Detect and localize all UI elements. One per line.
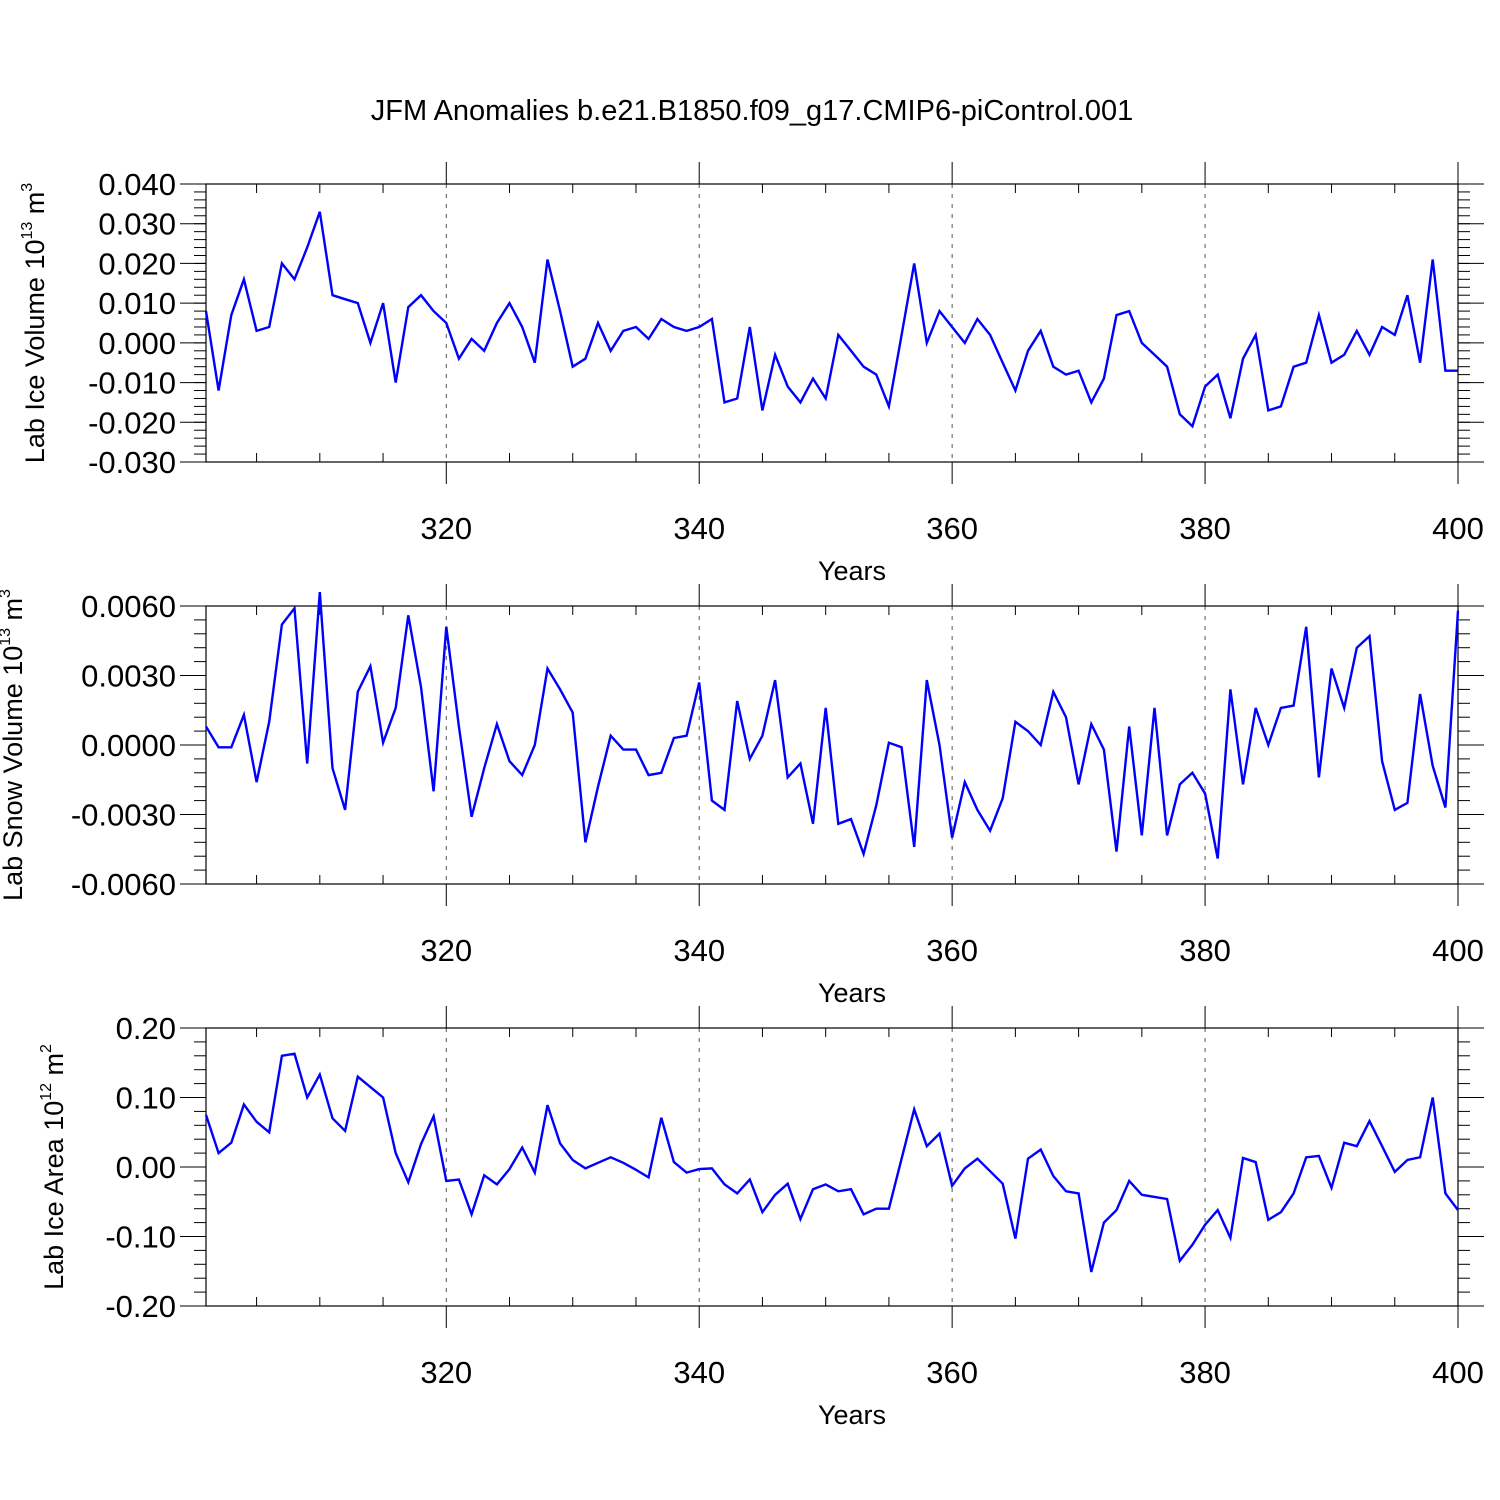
panel-2: 320 340 360 380 400 0.0060 0.0030 0.0000 -0.0030… bbox=[0, 584, 1484, 1008]
y-tick-label: 0.030 bbox=[98, 207, 176, 242]
x-tick-label: 360 bbox=[926, 933, 978, 968]
x-axis-title: Years bbox=[818, 556, 886, 586]
x-axis-title: Years bbox=[818, 1400, 886, 1430]
plot-frame bbox=[205, 605, 1459, 885]
y-tick-label: -0.010 bbox=[88, 366, 176, 401]
panels: 320 340 360 380 4000.0400.0300.0200.0100.000… bbox=[0, 162, 1484, 1430]
y-tick-label: -0.020 bbox=[88, 405, 176, 440]
y-tick-label: -0.10 bbox=[105, 1220, 176, 1255]
data-line bbox=[204, 592, 1460, 859]
data-line bbox=[204, 1052, 1459, 1273]
x-tick-label: 400 bbox=[1432, 511, 1484, 546]
y-tick-label: 0.010 bbox=[98, 286, 176, 321]
y-axis-title: Lab Snow Volume 1013 m3 bbox=[0, 589, 28, 901]
y-tick-label: 0.040 bbox=[98, 167, 176, 202]
x-tick-label: 320 bbox=[420, 1355, 472, 1390]
y-tick-label: -0.0060 bbox=[71, 867, 176, 902]
x-tick-label: 360 bbox=[926, 1355, 978, 1390]
plot-frame bbox=[205, 1027, 1459, 1307]
y-tick-label: 0.0000 bbox=[81, 728, 176, 763]
x-tick-label: 340 bbox=[673, 1355, 725, 1390]
y-tick-label: 0.20 bbox=[116, 1011, 176, 1046]
panel-3: 320 340 360 380 400 0.20 0.10 0.00 -0.10 -0.20 Yea… bbox=[38, 1006, 1484, 1430]
panel-1: 320 340 360 380 400 0.040 0.030 0.020 0.010 0.000… bbox=[19, 162, 1484, 586]
x-tick-label: 360 bbox=[926, 511, 978, 546]
y-tick-label: -0.20 bbox=[105, 1289, 176, 1324]
y-tick-label: -0.030 bbox=[88, 445, 176, 480]
y-tick-label: 0.020 bbox=[98, 246, 176, 281]
y-axis-title: Lab Ice Volume 1013 m3 bbox=[19, 183, 50, 463]
y-tick-label: 0.0060 bbox=[81, 589, 176, 624]
x-tick-label: 320 bbox=[420, 511, 472, 546]
x-tick-label: 340 bbox=[673, 511, 725, 546]
x-tick-label: 320 bbox=[420, 933, 472, 968]
x-tick-label: 340 bbox=[673, 933, 725, 968]
y-tick-label: 0.0030 bbox=[81, 659, 176, 694]
plot-frame bbox=[205, 183, 1459, 463]
y-axis-title: Lab Ice Area 1012 m2 bbox=[38, 1044, 69, 1290]
y-tick-label: -0.0030 bbox=[71, 798, 176, 833]
y-tick-label: 0.10 bbox=[116, 1081, 176, 1116]
y-tick-label: 0.00 bbox=[116, 1150, 176, 1185]
x-tick-label: 400 bbox=[1432, 933, 1484, 968]
x-tick-label: 380 bbox=[1179, 1355, 1231, 1390]
chart-title: JFM Anomalies b.e21.B1850.f09_g17.CMIP6-… bbox=[371, 95, 1134, 127]
y-tick-label: 0.000 bbox=[98, 326, 176, 361]
x-tick-label: 400 bbox=[1432, 1355, 1484, 1390]
data-line bbox=[204, 211, 1458, 429]
x-tick-label: 380 bbox=[1179, 933, 1231, 968]
x-axis-title: Years bbox=[818, 978, 886, 1008]
x-tick-label: 380 bbox=[1179, 511, 1231, 546]
